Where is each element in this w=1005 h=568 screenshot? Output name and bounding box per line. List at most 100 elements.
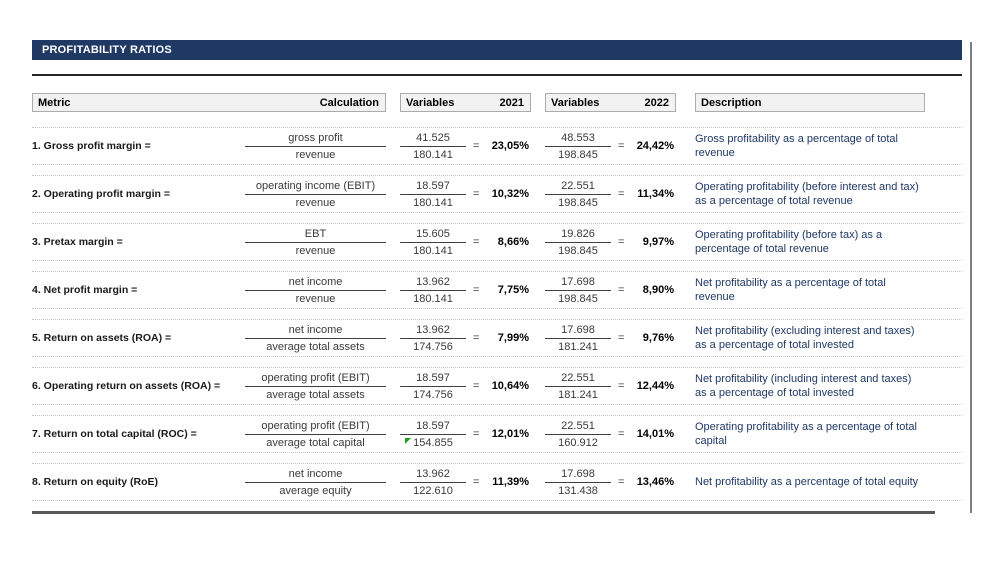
formula-denominator: revenue <box>295 244 336 257</box>
denominator-cell-2022[interactable]: 198.845 <box>545 291 611 305</box>
result-cell-2022[interactable]: 9,76% <box>642 332 674 344</box>
result-cell-2021[interactable]: 11,39% <box>492 476 529 488</box>
equals-sign: = <box>618 332 625 344</box>
numerator-cell-2021[interactable]: 18.597 <box>400 420 466 435</box>
ratio-row: 2. Operating profit margin = operating i… <box>32 175 962 213</box>
denominator-cell-2022[interactable]: 131.438 <box>545 483 611 497</box>
result-cell-2022[interactable]: 24,42% <box>636 140 674 152</box>
values-2022: 17.698 181.241 = 9,76% <box>545 324 676 353</box>
numerator-cell-2022[interactable]: 17.698 <box>545 468 611 483</box>
header-metric-label: Metric <box>38 96 71 109</box>
header-variables-label: Variables <box>551 96 600 109</box>
result-cell-2021[interactable]: 23,05% <box>491 140 529 152</box>
equals-sign: = <box>473 140 480 152</box>
numerator-cell-2021[interactable]: 13.962 <box>400 324 466 339</box>
result-cell-2022[interactable]: 13,46% <box>636 476 674 488</box>
denominator-cell-2022[interactable]: 181.241 <box>545 339 611 353</box>
denominator-cell-2021[interactable]: 180.141 <box>400 147 466 161</box>
result-cell-2021[interactable]: 10,32% <box>491 188 529 200</box>
fraction-2021: 13.962 174.756 <box>400 324 466 353</box>
numerator-cell-2021[interactable]: 13.962 <box>400 468 466 483</box>
metric-description: Net profitability as a percentage of tot… <box>695 277 886 303</box>
denominator-value-2022: 181.241 <box>558 388 598 401</box>
metric-label: 3. Pretax margin = <box>32 236 123 248</box>
calculation-fraction: EBT revenue <box>245 228 386 257</box>
numerator-cell-2022[interactable]: 17.698 <box>545 276 611 291</box>
denominator-cell-2021[interactable]: 174.756 <box>400 387 466 401</box>
numerator-cell-2022[interactable]: 19.826 <box>545 228 611 243</box>
result-cell-2021[interactable]: 7,75% <box>497 284 529 296</box>
values-2022: 22.551 198.845 = 11,34% <box>545 180 676 209</box>
numerator-cell-2021[interactable]: 15.605 <box>400 228 466 243</box>
equals-sign: = <box>473 188 480 200</box>
denominator-value-2021: 180.141 <box>413 244 453 257</box>
fraction-2022: 17.698 131.438 <box>545 468 611 497</box>
ratio-row: 8. Return on equity (RoE) net income ave… <box>32 463 962 501</box>
numerator-cell-2021[interactable]: 18.597 <box>400 372 466 387</box>
equals-sign: = <box>618 428 625 440</box>
denominator-cell-2022[interactable]: 198.845 <box>545 147 611 161</box>
fraction-2022: 17.698 198.845 <box>545 276 611 305</box>
formula-numerator: net income <box>245 324 386 339</box>
values-2022: 22.551 160.912 = 14,01% <box>545 420 676 449</box>
denominator-value-2021: 174.756 <box>413 388 453 401</box>
denominator-cell-2022[interactable]: 198.845 <box>545 195 611 209</box>
denominator-cell-2021[interactable]: 122.610 <box>400 483 466 497</box>
equals-sign: = <box>618 380 625 392</box>
values-2021: 18.597 174.756 = 10,64% <box>400 372 531 401</box>
fraction-2021: 18.597 174.756 <box>400 372 466 401</box>
formula-denominator: average equity <box>279 484 352 497</box>
fraction-2021: 13.962 122.610 <box>400 468 466 497</box>
numerator-cell-2022[interactable]: 17.698 <box>545 324 611 339</box>
denominator-cell-2021[interactable]: 154.855 <box>400 435 466 449</box>
section-title: PROFITABILITY RATIOS <box>42 44 172 56</box>
calculation-fraction: gross profit revenue <box>245 132 386 161</box>
denominator-cell-2021[interactable]: 180.141 <box>400 291 466 305</box>
result-cell-2021[interactable]: 8,66% <box>497 236 529 248</box>
result-cell-2021[interactable]: 7,99% <box>497 332 529 344</box>
page-break-line <box>970 42 972 513</box>
result-cell-2022[interactable]: 12,44% <box>636 380 674 392</box>
metric-label: 5. Return on assets (ROA) = <box>32 332 172 344</box>
denominator-value-2022: 198.845 <box>558 244 598 257</box>
numerator-cell-2022[interactable]: 48.553 <box>545 132 611 147</box>
denominator-value-2021: 180.141 <box>413 196 453 209</box>
numerator-cell-2021[interactable]: 18.597 <box>400 180 466 195</box>
ratio-row: 3. Pretax margin = EBT revenue 15.605 18… <box>32 223 962 261</box>
equals-sign: = <box>473 332 480 344</box>
result-cell-2022[interactable]: 14,01% <box>636 428 674 440</box>
excel-error-flag-icon[interactable] <box>405 437 411 444</box>
values-2021: 13.962 122.610 = 11,39% <box>400 468 531 497</box>
equals-sign: = <box>618 476 625 488</box>
fraction-2022: 22.551 181.241 <box>545 372 611 401</box>
formula-denominator: average total assets <box>266 388 365 401</box>
result-cell-2022[interactable]: 9,97% <box>642 236 674 248</box>
result-cell-2022[interactable]: 11,34% <box>637 188 674 200</box>
formula-numerator: operating profit (EBIT) <box>245 420 386 435</box>
formula-numerator: gross profit <box>245 132 386 147</box>
result-cell-2021[interactable]: 12,01% <box>491 428 529 440</box>
result-cell-2021[interactable]: 10,64% <box>491 380 529 392</box>
numerator-cell-2021[interactable]: 13.962 <box>400 276 466 291</box>
equals-sign: = <box>618 188 625 200</box>
metric-description: Gross profitability as a percentage of t… <box>695 133 898 159</box>
ratio-row: 6. Operating return on assets (ROA) = op… <box>32 367 962 405</box>
denominator-cell-2021[interactable]: 174.756 <box>400 339 466 353</box>
equals-sign: = <box>618 140 625 152</box>
values-2021: 41.525 180.141 = 23,05% <box>400 132 531 161</box>
top-divider <box>32 74 962 76</box>
equals-sign: = <box>473 236 480 248</box>
denominator-cell-2021[interactable]: 180.141 <box>400 243 466 257</box>
denominator-cell-2022[interactable]: 160.912 <box>545 435 611 449</box>
numerator-cell-2021[interactable]: 41.525 <box>400 132 466 147</box>
numerator-cell-2022[interactable]: 22.551 <box>545 372 611 387</box>
numerator-cell-2022[interactable]: 22.551 <box>545 420 611 435</box>
denominator-cell-2022[interactable]: 198.845 <box>545 243 611 257</box>
metric-label: 6. Operating return on assets (ROA) = <box>32 380 221 392</box>
metric-description: Net profitability (including interest an… <box>695 373 912 399</box>
numerator-cell-2022[interactable]: 22.551 <box>545 180 611 195</box>
denominator-cell-2022[interactable]: 181.241 <box>545 387 611 401</box>
denominator-cell-2021[interactable]: 180.141 <box>400 195 466 209</box>
result-cell-2022[interactable]: 8,90% <box>642 284 674 296</box>
formula-numerator: net income <box>245 468 386 483</box>
